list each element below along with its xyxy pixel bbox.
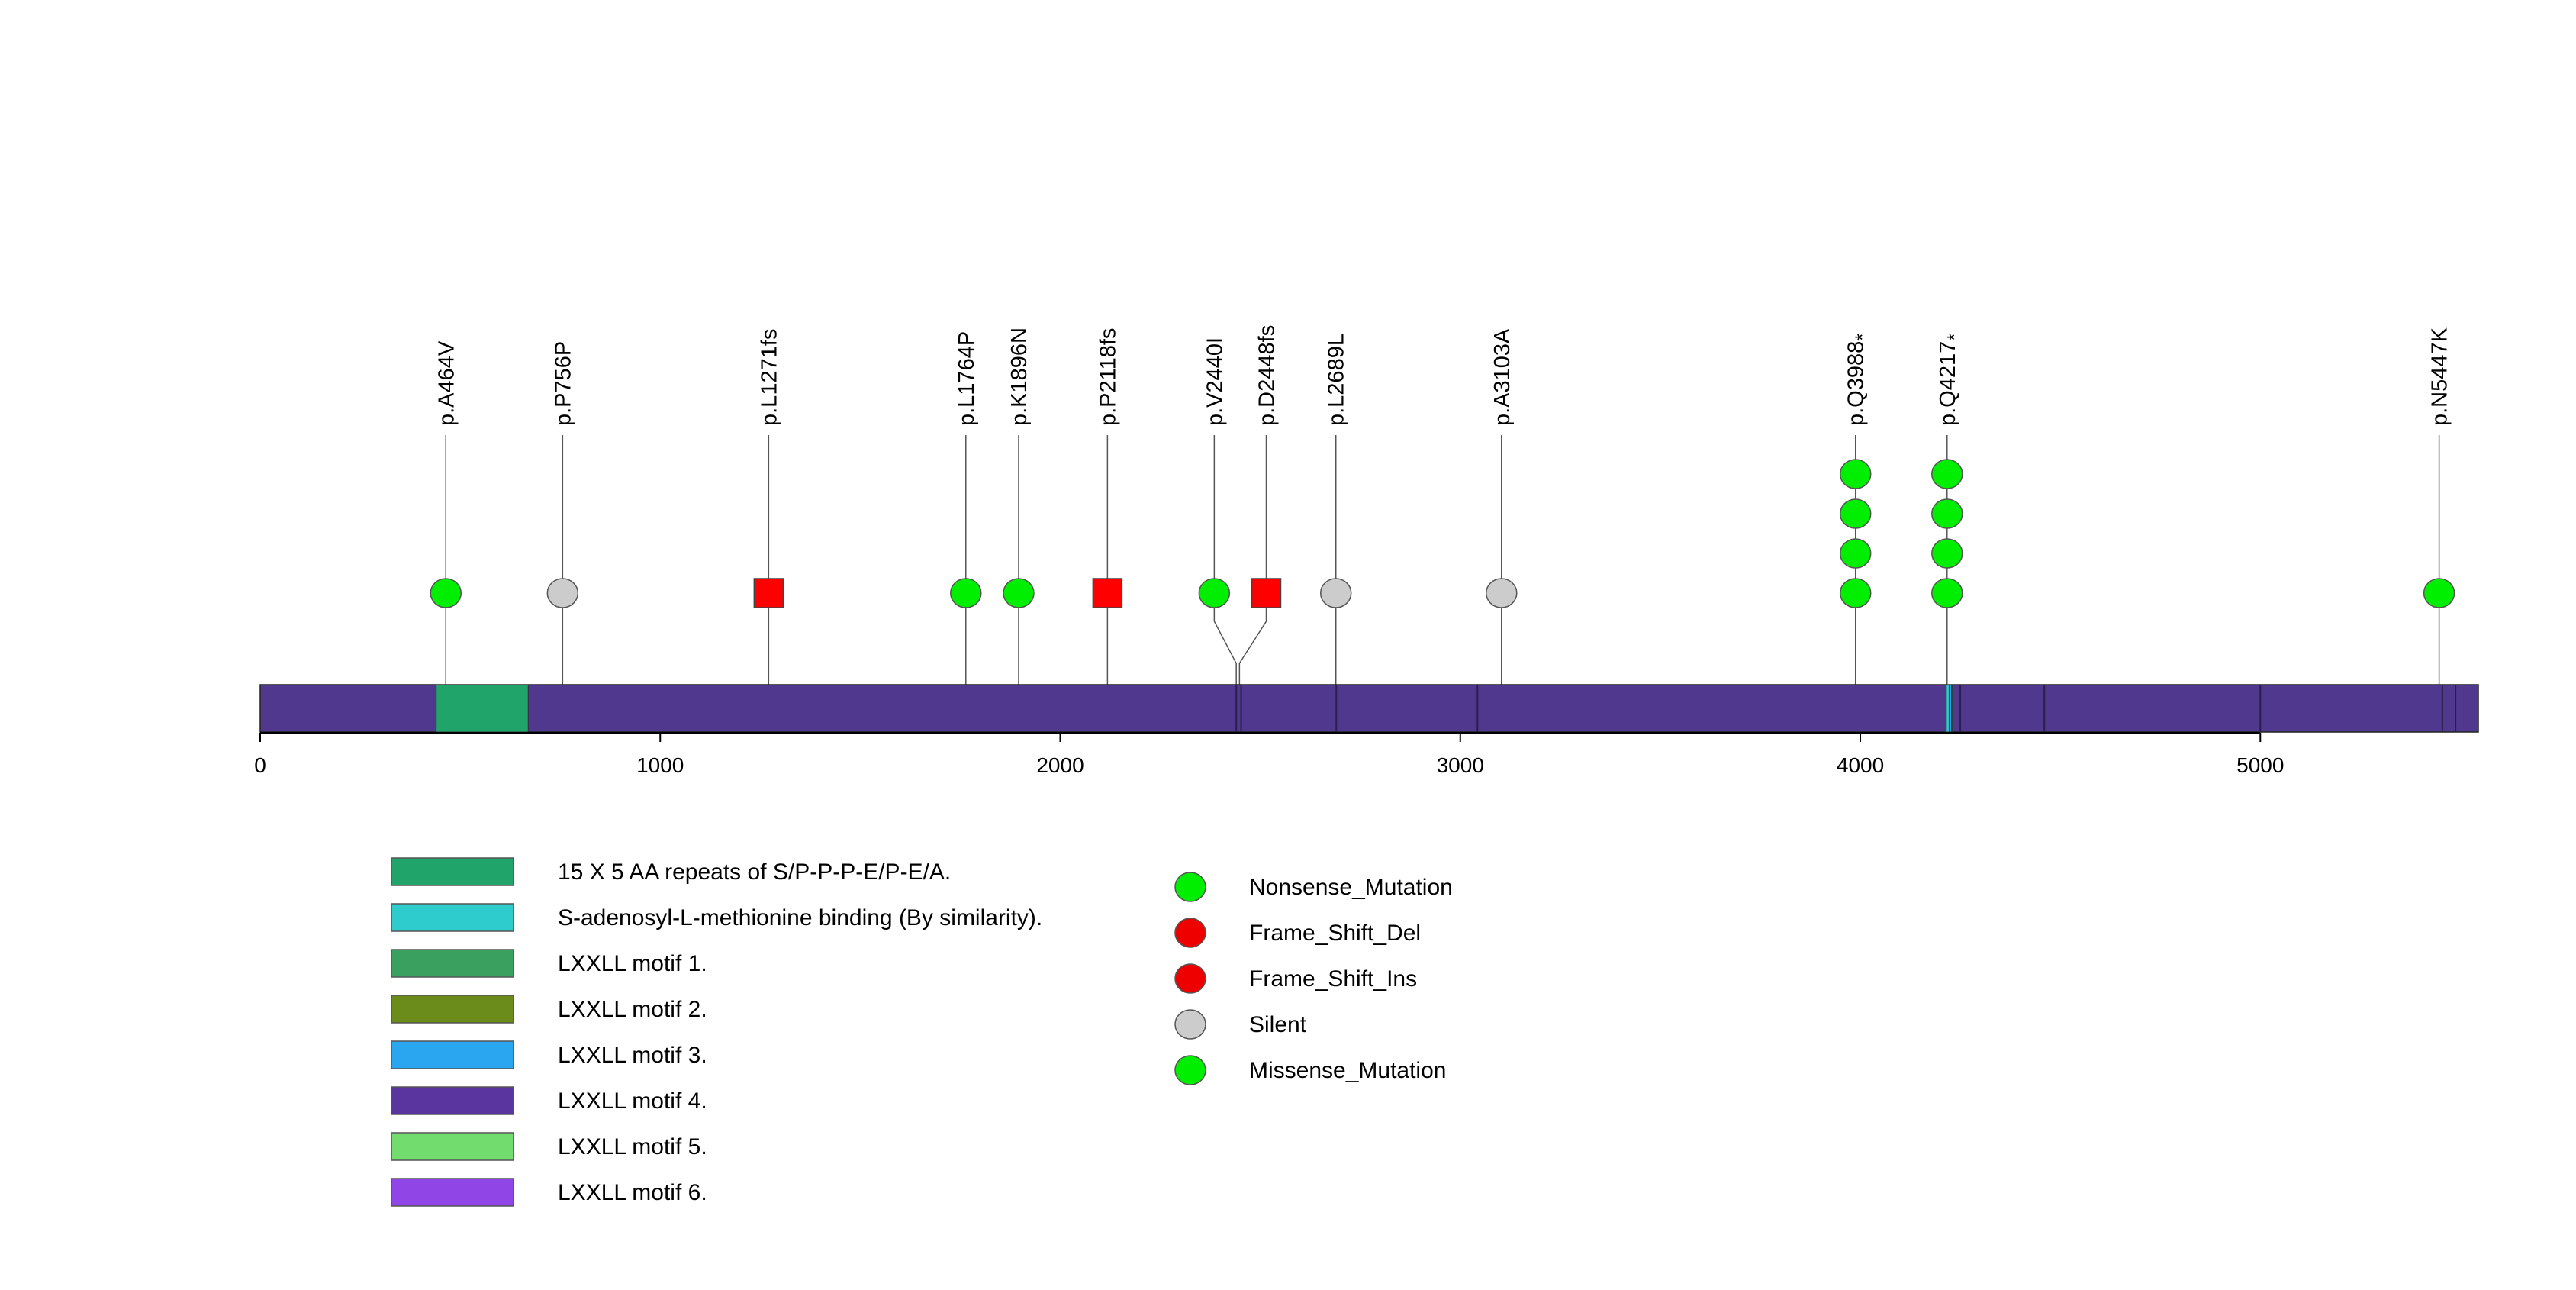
mutation-legend-swatch-1 <box>1174 918 1206 948</box>
mutation-label-8: p.L2689L <box>1325 334 1349 426</box>
domain-legend-label-2: LXXLL motif 1. <box>558 951 707 976</box>
x-tick-label-4: 4000 <box>1837 753 1884 777</box>
mutation-markers <box>430 459 2455 608</box>
domain-legend-swatch-4 <box>391 1040 514 1069</box>
mutation-marker-5-0 <box>1092 578 1123 608</box>
domain-legend: 15 X 5 AA repeats of S/P-P-P-E/P-E/A. S-a… <box>391 857 1042 1207</box>
mutation-marker-11-1 <box>1931 538 1963 569</box>
x-tick-label-3: 3000 <box>1437 753 1484 777</box>
domain-legend-label-5: LXXLL motif 4. <box>558 1088 707 1114</box>
domain-legend-swatch-6 <box>391 1132 514 1161</box>
x-tick-label-2: 2000 <box>1036 753 1084 777</box>
mutation-marker-2-0 <box>753 578 784 608</box>
x-tick-label-0: 0 <box>254 753 266 777</box>
mutation-legend-swatch-2 <box>1174 963 1206 994</box>
mutation-legend-label-2: Frame_Shift_Ins <box>1249 966 1417 992</box>
mutation-label-7: p.D2448fs <box>1255 325 1280 426</box>
mutation-marker-10-1 <box>1839 538 1872 569</box>
protein-domain-2 <box>1948 684 1953 733</box>
mutation-legend-label-3: Silent <box>1249 1012 1307 1037</box>
domain-legend-swatch-1 <box>391 903 514 932</box>
x-tick-label-5: 5000 <box>2236 753 2284 777</box>
mutation-marker-10-2 <box>1839 498 1872 529</box>
x-tick-label-1: 1000 <box>636 753 684 777</box>
mutation-marker-7-0 <box>1251 578 1282 608</box>
mutation-label-12: p.N5447K <box>2428 327 2452 426</box>
mutation-marker-10-3 <box>1839 459 1872 489</box>
protein-track <box>259 684 2479 733</box>
mutation-legend-swatch-4 <box>1174 1055 1206 1085</box>
mutation-marker-3-0 <box>950 578 982 608</box>
mutation-labels: p.A464V p.P756P p.L1271fs p.L1764P p.K1896N p… <box>434 325 2452 426</box>
mutation-label-star-10: * <box>1851 334 1874 341</box>
domain-legend-label-4: LXXLL motif 3. <box>558 1043 707 1068</box>
mutation-marker-4-0 <box>1003 578 1035 608</box>
mutation-legend-swatch-3 <box>1174 1009 1206 1040</box>
mutation-label-0: p.A464V <box>434 340 459 426</box>
mutation-legend-label-0: Nonsense_Mutation <box>1249 875 1453 900</box>
mutation-marker-11-0 <box>1931 578 1963 608</box>
mutation-marker-8-0 <box>1319 578 1352 608</box>
domain-legend-swatch-2 <box>391 949 514 978</box>
x-axis: 0 1000 2000 3000 4000 5000 <box>254 732 2284 777</box>
domain-legend-label-1: S-adenosyl-L-methionine binding (By simi… <box>558 905 1042 930</box>
mutation-label-6: p.V2440I <box>1203 337 1227 426</box>
domain-legend-swatch-5 <box>391 1086 514 1115</box>
mutation-marker-9-0 <box>1486 578 1518 608</box>
mutation-label-9: p.A3103A <box>1490 328 1515 426</box>
domain-legend-swatch-3 <box>391 995 514 1024</box>
mutation-type-legend: Nonsense_Mutation Frame_Shift_Del Frame_Sh… <box>1174 872 1453 1085</box>
domain-legend-label-0: 15 X 5 AA repeats of S/P-P-P-E/P-E/A. <box>558 859 951 885</box>
domain-legend-label-6: LXXLL motif 5. <box>558 1134 707 1159</box>
domain-legend-swatch-7 <box>391 1178 514 1207</box>
domain-legend-label-7: LXXLL motif 6. <box>558 1180 707 1205</box>
mutation-legend-label-4: Missense_Mutation <box>1249 1058 1446 1083</box>
mutation-marker-12-0 <box>2423 578 2455 608</box>
domain-legend-swatch-0 <box>391 857 514 886</box>
mutation-marker-1-0 <box>546 578 579 608</box>
mutation-legend-swatch-0 <box>1174 872 1206 902</box>
mutation-marker-11-2 <box>1931 498 1963 529</box>
mutation-label-2: p.L1271fs <box>757 329 781 426</box>
mutation-marker-10-0 <box>1839 578 1872 608</box>
mutation-marker-6-0 <box>1198 578 1231 608</box>
mutation-legend-label-1: Frame_Shift_Del <box>1249 921 1421 946</box>
protein-backbone <box>259 684 2479 733</box>
mutation-label-4: p.K1896N <box>1007 327 1032 426</box>
mutation-label-5: p.P2118fs <box>1096 328 1120 426</box>
mutation-marker-11-3 <box>1931 459 1963 489</box>
protein-domain-0 <box>436 684 529 733</box>
mutation-marker-0-0 <box>430 578 462 608</box>
mutation-label-1: p.P756P <box>551 341 575 426</box>
mutation-label-star-11: * <box>1943 334 1966 341</box>
mutation-label-3: p.L1764P <box>955 331 979 426</box>
domain-legend-label-3: LXXLL motif 2. <box>558 997 707 1022</box>
